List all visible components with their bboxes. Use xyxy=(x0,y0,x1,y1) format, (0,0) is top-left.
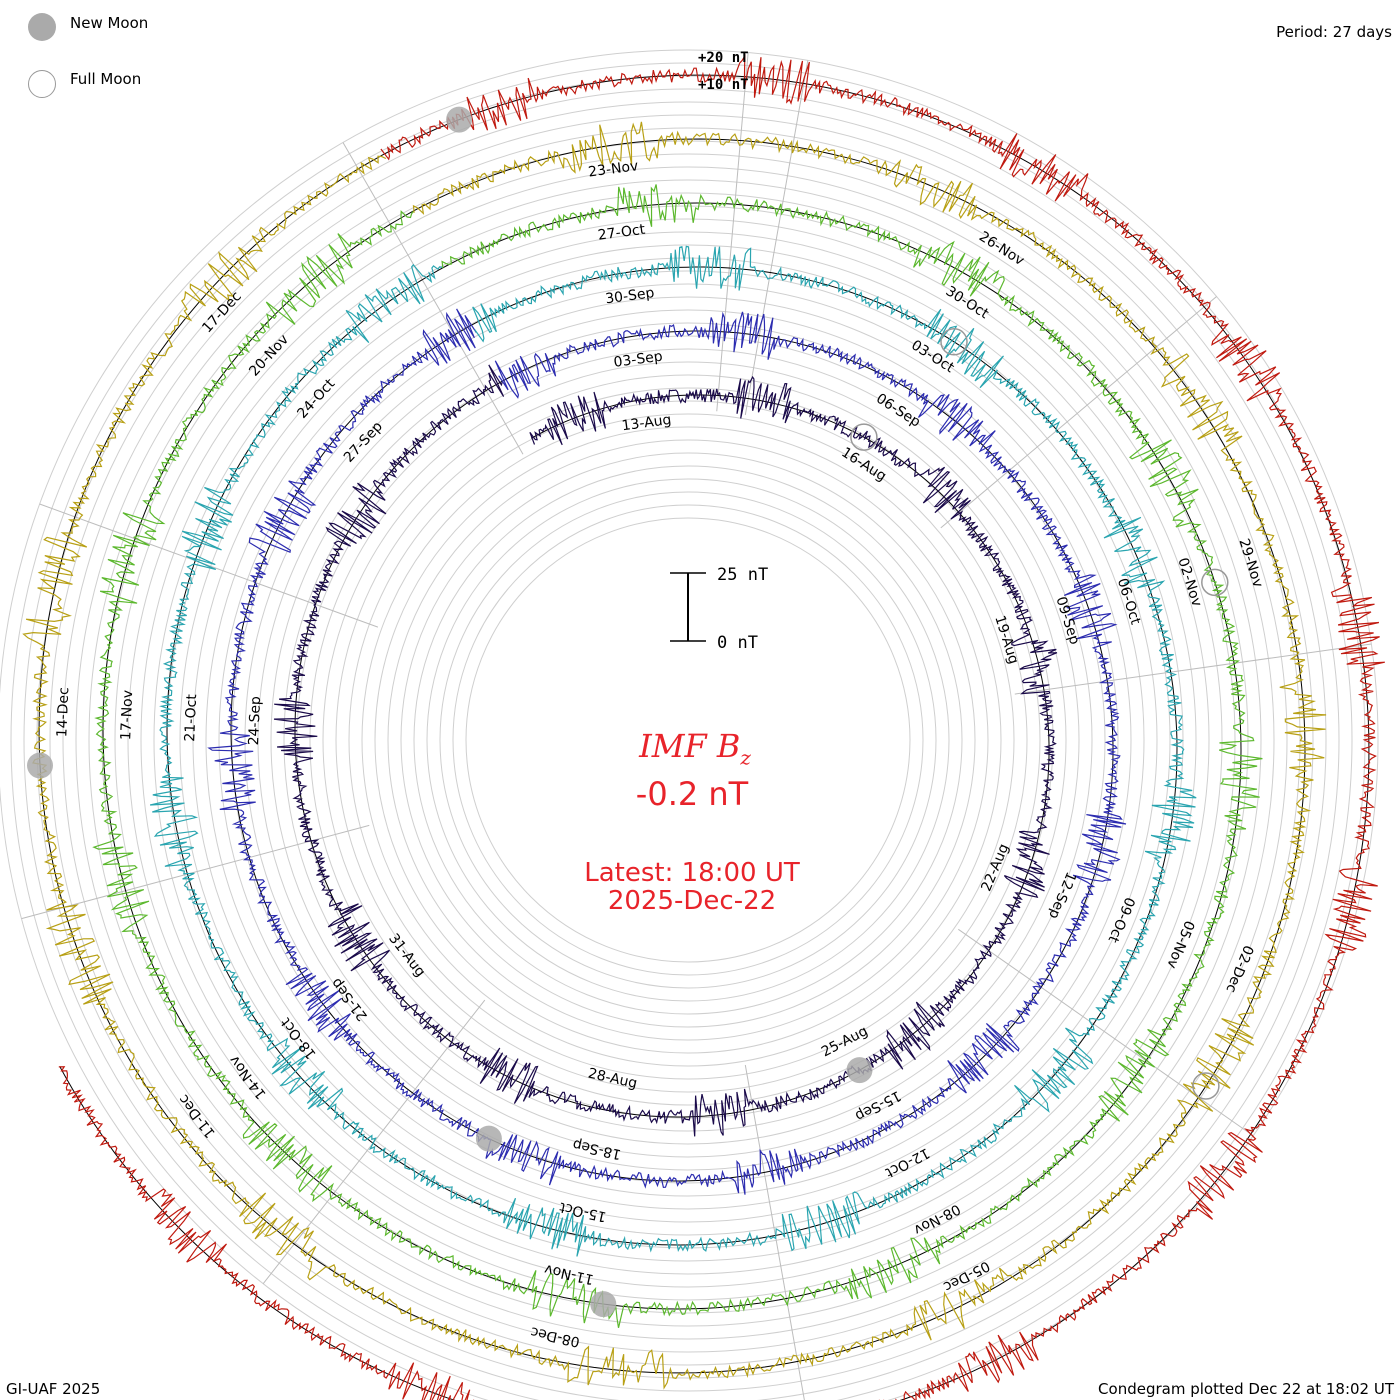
series-trace-4 xyxy=(22,121,1327,1390)
full-moon-label: Full Moon xyxy=(70,70,142,88)
full-moon-marker xyxy=(1192,1072,1220,1100)
new-moon-label: New Moon xyxy=(70,14,149,32)
new-moon-marker xyxy=(446,106,473,133)
date-label: 29-Nov xyxy=(1235,537,1265,590)
date-label: 21-Oct xyxy=(182,693,200,742)
grid-ring xyxy=(413,465,963,1015)
date-label: 17-Dec xyxy=(199,289,245,337)
date-label: 30-Sep xyxy=(604,285,655,307)
grid-spoke xyxy=(716,52,749,412)
grid-ring xyxy=(309,361,1067,1119)
grid-ring xyxy=(244,296,1132,1184)
series-trace-5 xyxy=(58,53,1385,1400)
date-label: 18-Oct xyxy=(278,1014,320,1062)
grid-ring xyxy=(374,426,1002,1054)
ring-label-plus10: +10 nT xyxy=(698,77,749,93)
grid-ring xyxy=(231,283,1145,1197)
date-label: 13-Aug xyxy=(621,412,673,434)
chart-traces xyxy=(22,53,1385,1400)
grid-ring xyxy=(335,387,1041,1093)
parameter-title: IMF Bz xyxy=(0,727,1390,769)
grid-ring xyxy=(127,179,1249,1301)
date-label: 14-Dec xyxy=(54,687,72,738)
date-label: 03-Sep xyxy=(613,349,664,371)
grid-spoke xyxy=(1014,643,1372,695)
footer-plot-time: Condegram plotted Dec 22 at 18:02 UT xyxy=(1098,1380,1394,1398)
date-label: 24-Sep xyxy=(246,696,264,746)
grid-ring xyxy=(88,140,1288,1340)
grid-ring xyxy=(348,400,1028,1080)
series-trace-3 xyxy=(92,184,1263,1328)
grid-ring xyxy=(439,491,937,989)
grid-ring xyxy=(101,153,1275,1327)
grid-ring xyxy=(465,517,911,963)
grid-ring xyxy=(205,257,1171,1223)
grid-ring xyxy=(283,335,1093,1145)
date-label: 15-Oct xyxy=(558,1199,608,1225)
grid-ring xyxy=(387,439,989,1041)
date-label: 06-Sep xyxy=(873,391,923,431)
grid-ring xyxy=(114,166,1262,1314)
period-label: Period: 27 days xyxy=(1276,23,1392,41)
full-moon-marker xyxy=(850,423,878,451)
date-label: 17-Nov xyxy=(118,690,136,741)
grid-spoke xyxy=(744,60,809,416)
parameter-name: IMF B xyxy=(639,727,741,765)
series-trace-1 xyxy=(207,308,1127,1195)
full-moon-icon xyxy=(28,70,56,98)
date-label: 05-Nov xyxy=(1163,918,1197,971)
date-label: 23-Nov xyxy=(587,158,639,180)
full-moon-marker xyxy=(1201,568,1229,597)
ring-label-plus20: +20 nT xyxy=(698,50,749,66)
date-label: 27-Sep xyxy=(341,419,386,466)
date-label: 18-Sep xyxy=(571,1136,623,1162)
date-label: 06-Oct xyxy=(1114,576,1144,627)
parameter-subscript: z xyxy=(740,745,751,770)
date-label: 30-Oct xyxy=(943,283,992,322)
grid-ring xyxy=(426,478,950,1002)
grid-spoke xyxy=(744,1064,805,1400)
new-moon-marker xyxy=(475,1125,502,1152)
latest-date: 2025-Dec-22 xyxy=(607,886,777,916)
scale-bar-top-label: 25 nT xyxy=(717,565,768,585)
date-label: 27-Oct xyxy=(597,222,647,244)
grid-ring xyxy=(49,101,1327,1379)
date-label: 02-Nov xyxy=(1174,556,1204,609)
series-trace-2 xyxy=(149,245,1197,1257)
latest-time: Latest: 18:00 UT xyxy=(584,858,800,888)
grid-ring xyxy=(270,322,1106,1158)
footer-credit: GI-UAF 2025 xyxy=(6,1380,101,1398)
scale-bar-bottom-label: 0 nT xyxy=(717,633,758,653)
new-moon-marker xyxy=(590,1291,617,1318)
grid-ring xyxy=(257,309,1119,1171)
grid-ring xyxy=(75,127,1301,1353)
grid-ring xyxy=(218,270,1158,1210)
new-moon-icon xyxy=(28,13,56,41)
date-label: 11-Dec xyxy=(176,1091,219,1140)
new-moon-marker xyxy=(27,752,53,779)
grid-ring xyxy=(361,413,1015,1067)
full-moon-marker xyxy=(940,328,968,356)
date-label: 09-Sep xyxy=(1052,595,1082,647)
grid-spoke xyxy=(958,928,1254,1137)
grid-ring xyxy=(62,114,1314,1366)
grid-ring xyxy=(400,452,976,1028)
grid-spoke xyxy=(39,503,379,628)
current-value: -0.2 nT xyxy=(635,775,749,813)
new-moon-marker xyxy=(846,1057,873,1084)
grid-spoke xyxy=(940,296,1217,529)
grid-ring xyxy=(140,192,1236,1288)
grid-ring xyxy=(36,88,1340,1392)
grid-spoke xyxy=(342,142,524,455)
grid-ring xyxy=(0,49,1379,1400)
date-label: 08-Dec xyxy=(529,1323,581,1349)
grid-ring xyxy=(452,504,924,976)
date-label: 28-Aug xyxy=(586,1066,638,1092)
chart-moon-markers xyxy=(27,106,1229,1318)
date-label: 05-Dec xyxy=(941,1257,993,1294)
scale-bar: 25 nT 0 nT xyxy=(670,565,768,653)
